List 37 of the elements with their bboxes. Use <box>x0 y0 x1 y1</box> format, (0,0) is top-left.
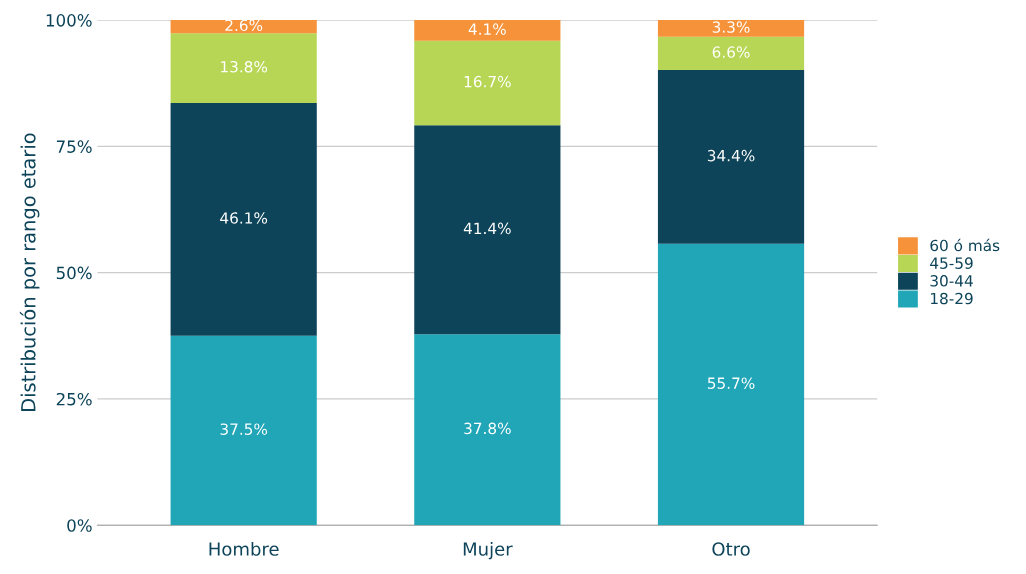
data-label: 34.4% <box>707 149 755 162</box>
legend-label: 18-29 <box>931 292 973 305</box>
data-label: 13.8% <box>221 60 268 73</box>
legend-label: 30-44 <box>930 275 973 287</box>
y-tick-label: 0% <box>67 519 92 532</box>
data-label: 4.1% <box>468 23 506 35</box>
x-tick-label: Otro <box>712 542 750 556</box>
x-tick-label: Mujer <box>463 541 513 560</box>
y-tick-label: 50% <box>56 266 92 280</box>
bar <box>414 40 561 126</box>
y-tick-label: 100% <box>46 14 92 27</box>
bar <box>170 33 317 103</box>
legend-label: 45-59 <box>930 257 973 269</box>
bar <box>657 20 805 37</box>
y-axis-title: Distribución por rango etario <box>19 133 40 412</box>
data-label: 16.7% <box>464 75 511 88</box>
data-label: 2.6% <box>225 19 263 32</box>
data-label: 3.3% <box>712 21 750 33</box>
bar <box>414 20 561 41</box>
data-label: 55.7% <box>707 377 755 389</box>
y-tick-label: 25% <box>56 392 92 406</box>
x-tick-label: Hombre <box>209 541 279 556</box>
legend-label: 60 ó más <box>930 238 1000 252</box>
bar <box>414 125 561 335</box>
bar <box>170 335 317 526</box>
data-label: 6.6% <box>712 46 750 58</box>
data-label: 37.5% <box>220 423 268 435</box>
data-label: 46.1% <box>220 212 268 224</box>
bar <box>657 70 805 244</box>
bar <box>414 334 561 526</box>
bar <box>657 36 805 71</box>
data-label: 41.4% <box>463 222 511 235</box>
y-tick-label: 75% <box>56 140 92 153</box>
bar <box>170 102 317 336</box>
data-label: 37.8% <box>464 422 511 435</box>
bar <box>657 243 805 526</box>
bar <box>170 20 317 34</box>
